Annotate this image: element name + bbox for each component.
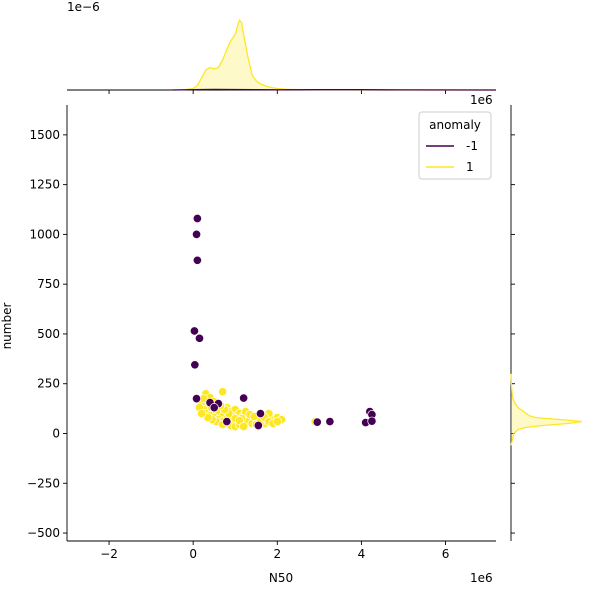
scatter-point-neg1	[325, 416, 335, 427]
right-marginal-density	[510, 105, 583, 541]
scatter-point-neg1	[189, 326, 199, 336]
top-density-line-neg1	[172, 88, 497, 91]
x-axis-ticks: −2 0 2 4 6	[100, 541, 449, 561]
scatter-point-neg1	[190, 360, 200, 370]
y-tick-label: −250	[27, 476, 60, 490]
scatter-point-neg1	[239, 393, 249, 403]
scatter-points	[189, 213, 377, 432]
y-tick-label: −500	[27, 526, 60, 540]
y-tick-label: 1500	[29, 128, 60, 142]
y-tick-label: 1000	[29, 227, 60, 241]
y-tick-label: 0	[52, 426, 60, 440]
x-offset-label: 1e6	[470, 571, 493, 585]
x-tick-label: −2	[100, 547, 118, 561]
y-axis-label: number	[0, 303, 14, 350]
y-tick-label: 250	[37, 377, 60, 391]
y-tick-label: 500	[37, 327, 60, 341]
scatter-point-neg1	[194, 333, 205, 343]
y-tick-label: 1250	[29, 178, 60, 192]
legend: anomaly -1 1	[418, 111, 492, 180]
scatter-point-neg1	[255, 409, 266, 419]
legend-title: anomaly	[429, 118, 481, 132]
scatter-point-neg1	[222, 416, 232, 427]
x-tick-label: 0	[189, 547, 197, 561]
scatter-point-pos1	[197, 409, 207, 419]
legend-label-neg1: -1	[466, 139, 478, 153]
scatter-point-pos1	[272, 416, 282, 427]
top-density-fill-pos1	[172, 20, 496, 90]
right-density-line	[510, 373, 583, 446]
y-tick-label: 750	[37, 277, 60, 291]
legend-frame	[418, 111, 492, 180]
y-axis-ticks: −500 −250 0 250 500 750 1000 1250 1500	[27, 128, 67, 540]
x-axis-label: N50	[269, 571, 293, 585]
top-marginal-density	[67, 19, 497, 94]
scatter-point-neg1	[312, 417, 322, 427]
scatter-point-neg1	[192, 255, 202, 265]
x-tick-label: 2	[273, 547, 281, 561]
scatter-point-neg1	[367, 416, 377, 426]
scatter-point-neg1	[253, 420, 263, 431]
scatter-point-pos1	[239, 421, 249, 432]
top-marginal-offset-label: 1e−6	[67, 0, 100, 14]
scatter-point-neg1	[192, 213, 202, 224]
y-offset-label: 1e6	[470, 93, 493, 107]
x-tick-label: 4	[358, 547, 366, 561]
x-tick-label: 6	[442, 547, 450, 561]
scatter-point-neg1	[191, 229, 202, 239]
scatter-point-neg1	[191, 394, 202, 404]
main-scatter-plot: −2 0 2 4 6 −500 −250 0 250 500 750 1000 1250 1500	[27, 105, 496, 561]
scatter-point-pos1	[218, 387, 228, 397]
legend-label-1: 1	[466, 160, 474, 174]
scatter-point-neg1	[209, 403, 219, 413]
